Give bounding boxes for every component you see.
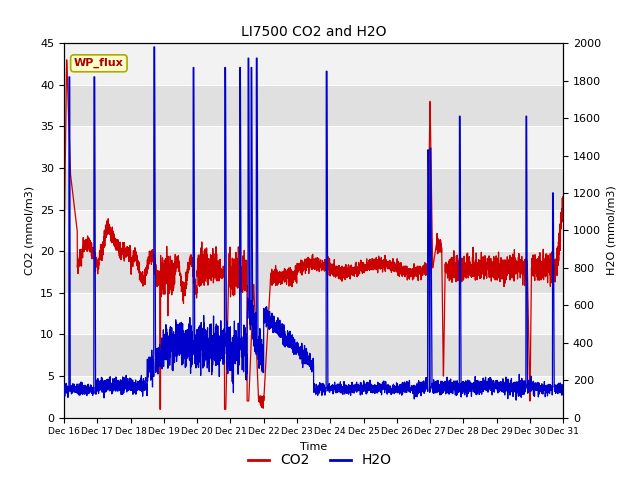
Y-axis label: H2O (mmol/m3): H2O (mmol/m3) bbox=[607, 186, 616, 275]
X-axis label: Time: Time bbox=[300, 442, 327, 452]
Y-axis label: CO2 (mmol/m3): CO2 (mmol/m3) bbox=[24, 186, 35, 275]
Bar bbox=[64, 376, 563, 418]
Bar bbox=[64, 210, 563, 251]
Bar bbox=[64, 251, 563, 293]
Bar bbox=[64, 293, 563, 335]
Bar bbox=[64, 43, 563, 85]
Text: WP_flux: WP_flux bbox=[74, 58, 124, 69]
Bar bbox=[64, 126, 563, 168]
Bar bbox=[64, 168, 563, 210]
Legend: CO2, H2O: CO2, H2O bbox=[243, 448, 397, 473]
Bar bbox=[64, 85, 563, 126]
Title: LI7500 CO2 and H2O: LI7500 CO2 and H2O bbox=[241, 25, 387, 39]
Bar bbox=[64, 335, 563, 376]
